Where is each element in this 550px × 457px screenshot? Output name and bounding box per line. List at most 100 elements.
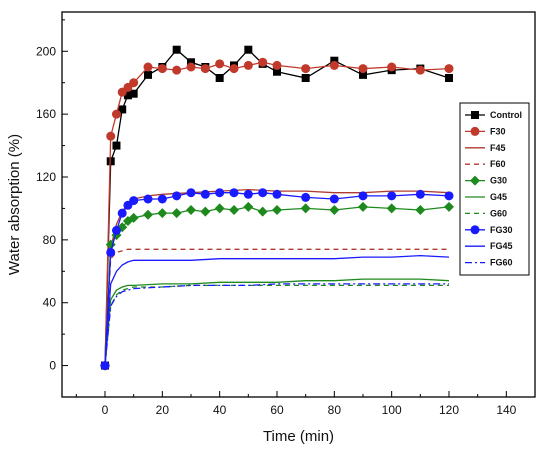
series-f45 — [104, 188, 450, 366]
data-point — [157, 208, 168, 219]
data-point — [445, 74, 453, 82]
legend-label: G30 — [490, 176, 507, 186]
legend-label: FG60 — [490, 258, 513, 268]
data-point — [186, 62, 196, 72]
data-point — [112, 141, 121, 150]
data-point — [215, 188, 225, 198]
data-point — [301, 64, 311, 74]
data-point — [129, 78, 139, 88]
legend-label: FG45 — [490, 241, 513, 251]
legend-marker — [471, 111, 479, 119]
data-point — [300, 203, 311, 214]
data-point — [106, 157, 115, 166]
data-point — [415, 189, 425, 199]
data-point — [243, 189, 253, 199]
series-line-control — [104, 48, 450, 366]
data-point — [273, 67, 281, 76]
data-point — [200, 64, 210, 74]
data-point — [329, 194, 339, 204]
data-point — [129, 196, 139, 206]
data-point — [186, 205, 196, 215]
data-point — [257, 206, 268, 217]
data-point — [143, 194, 153, 204]
data-point — [172, 45, 181, 54]
series-g30 — [100, 201, 454, 371]
y-tick-label: 160 — [36, 107, 56, 121]
legend-label: G45 — [490, 192, 507, 202]
data-point — [258, 57, 268, 67]
data-point — [243, 60, 253, 70]
data-point — [444, 191, 454, 201]
data-point — [143, 62, 153, 72]
data-point — [329, 205, 340, 215]
data-point — [187, 58, 195, 67]
data-point — [386, 203, 397, 214]
x-tick-label: 40 — [213, 403, 227, 417]
x-tick-label: 140 — [496, 403, 516, 417]
y-tick-label: 80 — [43, 233, 57, 247]
data-point — [272, 205, 282, 215]
data-point — [387, 62, 397, 72]
data-point — [186, 188, 196, 198]
x-tick-label: 80 — [328, 403, 342, 417]
data-point — [387, 191, 397, 201]
data-point — [171, 208, 182, 219]
series-f60 — [104, 248, 449, 366]
series-line-f45 — [104, 188, 450, 366]
data-point — [111, 109, 121, 119]
legend-label: Control — [490, 110, 522, 120]
series-line-g30 — [104, 206, 450, 366]
data-point — [358, 191, 368, 201]
series-line-g45 — [104, 278, 450, 366]
data-point — [200, 189, 210, 199]
data-point — [229, 205, 239, 215]
series-g45 — [104, 278, 450, 366]
data-point — [229, 64, 239, 74]
data-point — [215, 74, 224, 82]
x-tick-label: 0 — [102, 403, 109, 417]
legend-marker — [470, 225, 480, 235]
data-point — [244, 45, 253, 54]
data-point — [143, 209, 153, 220]
data-point — [301, 192, 311, 202]
series-line-f60 — [104, 248, 449, 366]
data-point — [243, 201, 254, 212]
data-point — [200, 206, 211, 217]
legend-label: F60 — [490, 159, 506, 169]
data-point — [118, 105, 127, 114]
data-point — [272, 60, 282, 70]
data-point — [444, 201, 454, 212]
data-point — [157, 194, 167, 204]
series-line-fg60 — [104, 283, 449, 366]
data-point — [111, 225, 121, 235]
data-point — [229, 188, 239, 198]
series-g60 — [104, 284, 449, 366]
data-point — [106, 131, 116, 141]
data-point — [258, 188, 268, 198]
series-fg30 — [100, 188, 454, 371]
y-tick-label: 40 — [43, 296, 57, 310]
series-line-g60 — [104, 284, 449, 366]
y-tick-label: 120 — [36, 170, 56, 184]
data-point — [157, 64, 167, 74]
x-tick-label: 100 — [382, 403, 402, 417]
data-point — [330, 56, 339, 65]
data-point — [444, 64, 454, 74]
data-point — [106, 247, 116, 257]
legend-label: F30 — [490, 126, 506, 136]
data-point — [144, 70, 152, 79]
legend-marker — [470, 175, 480, 186]
series-f30 — [100, 57, 454, 371]
data-point — [415, 65, 425, 75]
legend-label: G60 — [490, 208, 507, 218]
series-line-fg30 — [104, 192, 450, 366]
data-point — [129, 89, 138, 98]
x-axis-title: Time (min) — [263, 428, 334, 445]
legend-marker — [470, 126, 480, 136]
legend-label: FG30 — [490, 225, 513, 235]
data-point — [415, 205, 426, 215]
data-point — [358, 201, 368, 212]
y-tick-label: 200 — [36, 44, 56, 58]
plot-frame — [61, 11, 536, 398]
x-tick-label: 20 — [156, 403, 170, 417]
